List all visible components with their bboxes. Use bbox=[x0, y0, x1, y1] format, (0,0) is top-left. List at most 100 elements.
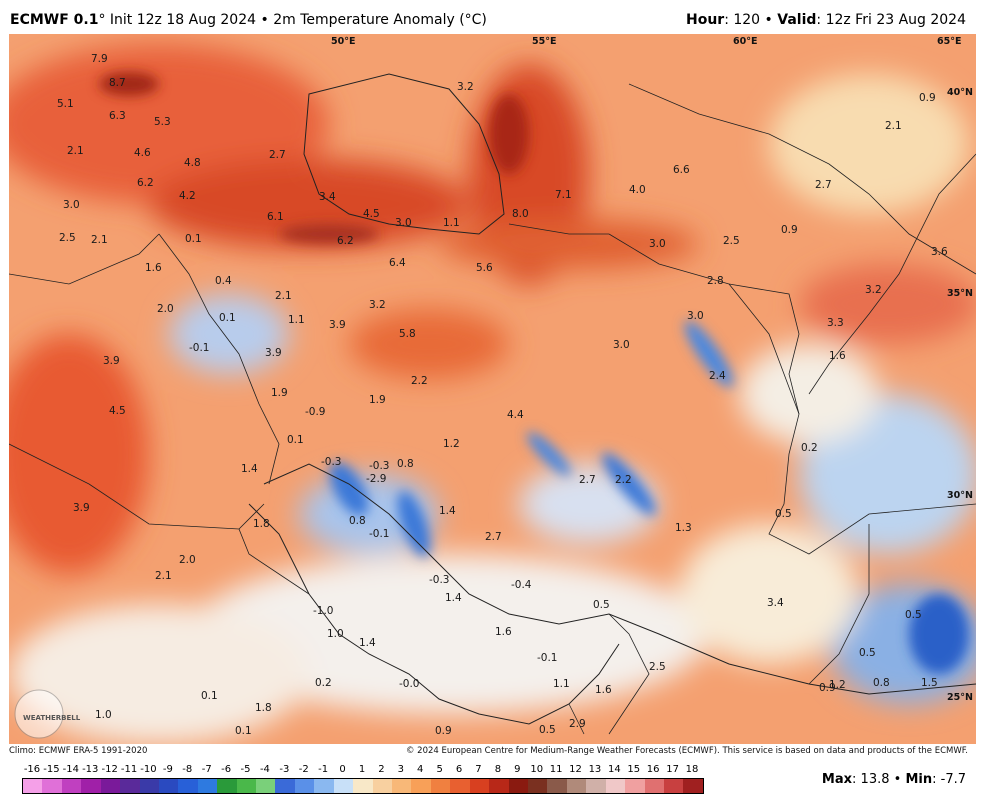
value-label: 5.8 bbox=[399, 328, 416, 340]
colorbar-swatch bbox=[100, 779, 121, 793]
value-label: 1.4 bbox=[439, 505, 456, 517]
value-label: 3.2 bbox=[865, 284, 882, 296]
valid-info: Hour: 120 • Valid: 12z Fri 23 Aug 2024 bbox=[686, 12, 966, 28]
value-label: -2.9 bbox=[366, 473, 387, 485]
colorbar-tick: -10 bbox=[140, 764, 157, 775]
colorbar-swatch bbox=[411, 779, 431, 793]
value-label: 5.3 bbox=[154, 116, 171, 128]
anomaly-streaks bbox=[99, 72, 969, 674]
hour-label: Hour bbox=[685, 12, 725, 28]
colorbar-tick: 3 bbox=[397, 764, 404, 775]
value-label: 2.1 bbox=[885, 120, 902, 132]
value-label: 1.4 bbox=[445, 592, 462, 604]
value-label: 2.7 bbox=[485, 531, 502, 543]
value-label: -0.3 bbox=[321, 456, 342, 468]
value-label: 4.2 bbox=[179, 190, 196, 202]
value-label: 2.1 bbox=[67, 145, 84, 157]
value-label: 3.0 bbox=[63, 199, 80, 211]
colorbar-tick: 16 bbox=[646, 764, 660, 775]
lon-label-50: 50°E bbox=[331, 36, 355, 47]
variable-name: 2m Temperature Anomaly (°C) bbox=[273, 12, 487, 28]
value-label: 7.9 bbox=[91, 53, 108, 65]
value-labels: 7.98.7 5.1 6.3 5.3 2.1 4.6 6.2 4.8 4.2 2.7 3.0 2.5 2… bbox=[57, 53, 948, 737]
value-label: -0.3 bbox=[429, 574, 450, 586]
value-label: 4.6 bbox=[134, 147, 151, 159]
gulf-coast-south bbox=[248, 503, 620, 725]
max-value: : 13.8 bbox=[852, 772, 890, 787]
lat-label-25: 25°N bbox=[947, 692, 973, 703]
min-value: : -7.7 bbox=[932, 772, 966, 787]
colorbar-swatch bbox=[663, 779, 684, 793]
model-name: ECMWF 0.1 bbox=[10, 12, 99, 28]
value-label: 8.0 bbox=[512, 208, 529, 220]
iran-coast bbox=[263, 463, 976, 695]
value-label: 6.2 bbox=[337, 235, 354, 247]
colorbar-tick: 2 bbox=[378, 764, 385, 775]
borders bbox=[9, 83, 976, 735]
colorbar-swatch bbox=[294, 779, 315, 793]
colorbar-tick: 6 bbox=[455, 764, 463, 775]
value-label: 1.6 bbox=[145, 262, 162, 274]
colorbar-tick: -7 bbox=[201, 764, 212, 775]
colorbar-tick: -15 bbox=[43, 764, 60, 775]
colorbar-tick: 9 bbox=[514, 764, 521, 775]
value-label: 3.0 bbox=[395, 217, 412, 229]
footer: Climo: ECMWF ERA-5 1991-2020 © 2024 Euro… bbox=[0, 745, 984, 759]
min-label: Min bbox=[905, 772, 933, 787]
value-label: 2.1 bbox=[91, 234, 108, 246]
value-label: 3.2 bbox=[369, 299, 386, 311]
lat-label-35: 35°N bbox=[947, 288, 973, 299]
lon-label-55: 55°E bbox=[532, 36, 556, 47]
colorbar-tick: -8 bbox=[182, 764, 193, 775]
anomaly-field bbox=[9, 44, 976, 744]
value-label: 2.5 bbox=[59, 232, 76, 244]
colorbar-swatch bbox=[197, 779, 218, 793]
colorbar-swatch bbox=[158, 779, 179, 793]
climo-note: Climo: ECMWF ERA-5 1991-2020 bbox=[9, 746, 148, 756]
value-label: 1.9 bbox=[369, 394, 386, 406]
colorbar-strip bbox=[22, 778, 704, 794]
value-label: 6.2 bbox=[137, 177, 154, 189]
colorbar-swatch bbox=[81, 779, 101, 793]
value-label: 3.9 bbox=[329, 319, 346, 331]
value-label: 3.0 bbox=[613, 339, 630, 351]
colorbar-tick: 10 bbox=[530, 764, 544, 775]
value-label: 6.1 bbox=[267, 211, 284, 223]
value-label: 2.4 bbox=[709, 370, 726, 382]
value-label: 5.6 bbox=[476, 262, 493, 274]
value-label: 3.4 bbox=[319, 191, 336, 203]
colorbar-ticks: -16 -15 -14 -13 -12 -11 -10 -9 -8 -7 -6 -5 -4 -3 -2 -1 0… bbox=[22, 762, 702, 776]
lat-label-40: 40°N bbox=[947, 87, 973, 98]
value-label: 6.6 bbox=[673, 164, 690, 176]
value-label: 0.9 bbox=[919, 92, 936, 104]
colorbar-swatch bbox=[120, 779, 140, 793]
value-label: -0.0 bbox=[399, 678, 420, 690]
value-label: 0.1 bbox=[235, 725, 252, 737]
colorbar-swatch bbox=[236, 779, 257, 793]
value-label: 0.9 bbox=[819, 682, 836, 694]
value-label: 2.8 bbox=[707, 275, 724, 287]
value-label: 2.2 bbox=[615, 474, 632, 486]
value-label: 3.2 bbox=[457, 81, 474, 93]
value-label: 2.5 bbox=[723, 235, 740, 247]
value-label: 1.1 bbox=[443, 217, 460, 229]
value-label: 3.6 bbox=[931, 246, 948, 258]
value-label: 3.9 bbox=[265, 347, 282, 359]
colorbar-swatch bbox=[644, 779, 664, 793]
separator: • bbox=[764, 12, 773, 28]
colorbar-tick: -14 bbox=[62, 764, 79, 775]
colorbar-tick: -16 bbox=[23, 764, 41, 775]
value-label: 2.0 bbox=[179, 554, 196, 566]
colorbar-tick: 5 bbox=[436, 764, 443, 775]
colorbar-tick: 17 bbox=[666, 764, 679, 775]
max-label: Max bbox=[821, 772, 853, 787]
colorbar-swatch bbox=[605, 779, 626, 793]
map-title: ECMWF 0.1° Init 12z 18 Aug 2024 • 2m Tem… bbox=[10, 12, 487, 28]
colorbar-swatch bbox=[586, 779, 606, 793]
colorbar-tick: 14 bbox=[607, 764, 621, 775]
value-label: 1.8 bbox=[253, 518, 270, 530]
value-label: 0.1 bbox=[219, 312, 236, 324]
value-label: 2.1 bbox=[155, 570, 172, 582]
colorbar: -16 -15 -14 -13 -12 -11 -10 -9 -8 -7 -6 -5 -4 -3 -2 -1 0… bbox=[22, 762, 704, 802]
colorbar-tick: 12 bbox=[569, 764, 582, 775]
